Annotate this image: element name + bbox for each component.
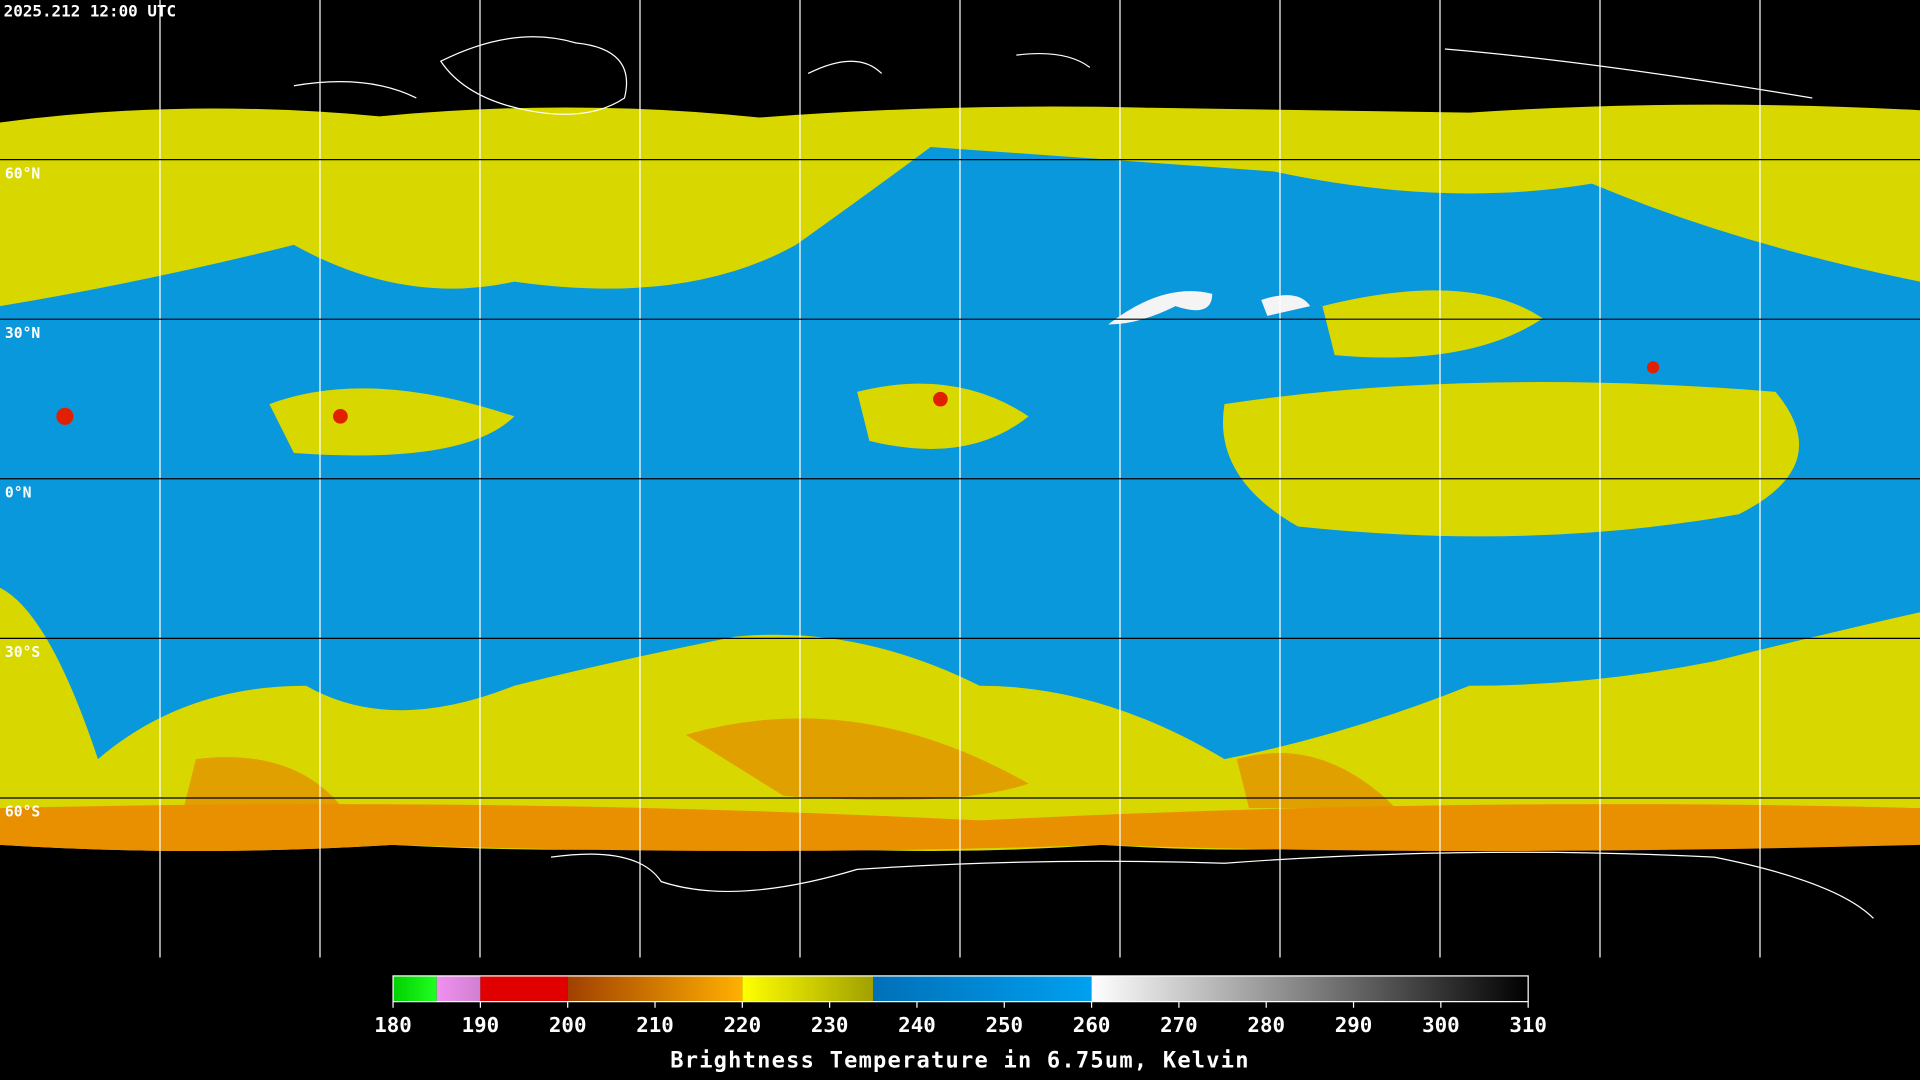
colorbar-segment <box>1091 975 1529 1002</box>
latitude-label: 30°N <box>5 325 40 342</box>
colorbar-tick-label: 260 <box>1073 1013 1111 1037</box>
colorbar-tick-label: 200 <box>549 1013 587 1037</box>
colorbar-tick-label: 290 <box>1335 1013 1373 1037</box>
latitude-label: 60°N <box>5 165 40 182</box>
colorbar-tick-label: 190 <box>462 1013 500 1037</box>
colorbar-segment <box>480 975 568 1002</box>
colorbar-frame <box>392 975 1529 1003</box>
graticule <box>159 0 1761 958</box>
colorbar-tick-label: 180 <box>374 1013 412 1037</box>
colorbar-segment <box>567 975 743 1002</box>
colorbar-segment <box>742 975 874 1002</box>
colorbar-tick-label: 210 <box>636 1013 674 1037</box>
colorbar-tick-label: 310 <box>1509 1013 1547 1037</box>
latitude-label: 30°S <box>5 644 40 661</box>
colorbar-tick-label: 270 <box>1160 1013 1198 1037</box>
latitude-label: 0°N <box>5 484 32 501</box>
timestamp: 2025.212 12:00 UTC <box>4 2 176 21</box>
colorbar-tick-label: 250 <box>985 1013 1023 1037</box>
colorbar-segment <box>393 975 437 1002</box>
colorbar-segment <box>436 975 481 1002</box>
latitude-label: 60°S <box>5 804 40 821</box>
colorbar-tick-label: 240 <box>898 1013 936 1037</box>
colorbar-title: Brightness Temperature in 6.75um, Kelvin <box>670 1049 1250 1074</box>
colorbar-tick-label: 220 <box>724 1013 762 1037</box>
coastlines <box>293 36 1874 919</box>
colorbar-tick-label: 280 <box>1247 1013 1285 1037</box>
colorbar-tick-label: 230 <box>811 1013 849 1037</box>
colorbar-segment <box>873 975 1092 1002</box>
colorbar-tick-label: 300 <box>1422 1013 1460 1037</box>
